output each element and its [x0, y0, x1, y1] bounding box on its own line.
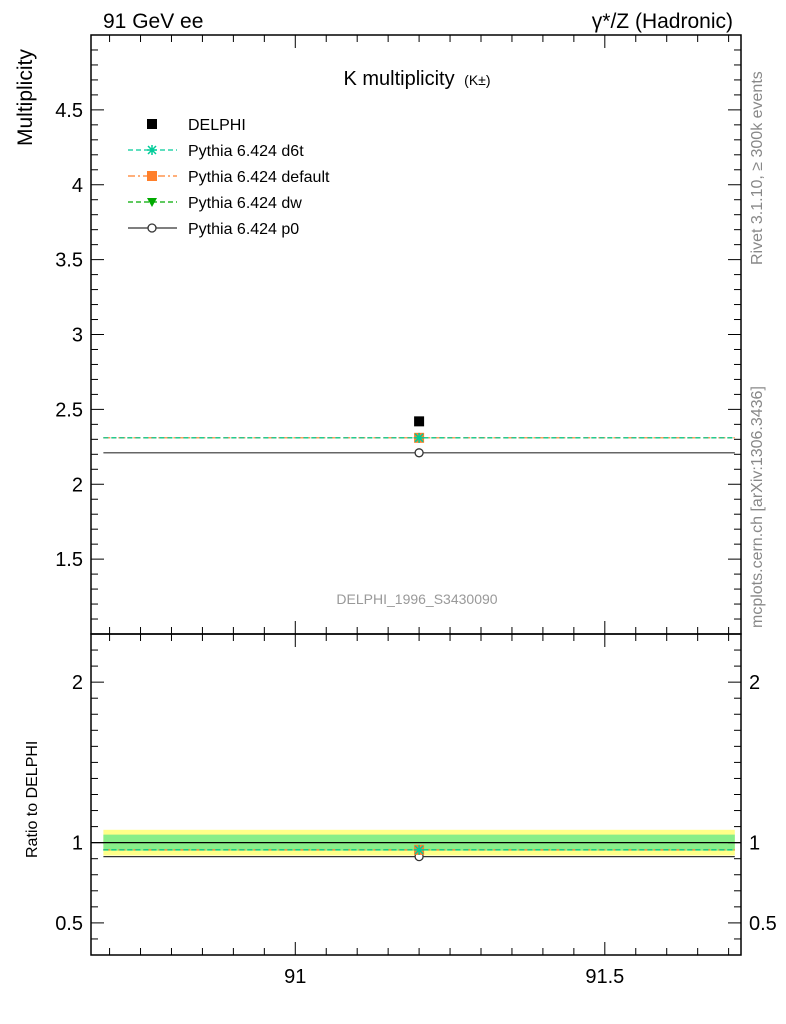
legend-marker	[147, 171, 157, 181]
ratio-y-tick-label: 0.5	[55, 913, 83, 935]
ratio-series-marker	[414, 844, 425, 855]
legend-label: Pythia 6.424 p0	[188, 221, 299, 238]
main-ticks: 1.5 2 2.5 3 3.5 4 4.5	[55, 35, 741, 635]
main-y-tick-label: 4.5	[55, 100, 83, 122]
x-tick-label: 91	[284, 966, 306, 988]
header-left-label: 91 GeV ee	[103, 10, 203, 33]
ratio-frame	[90, 633, 742, 956]
chart-title-text: K multiplicity	[343, 68, 454, 90]
ratio-series-group	[103, 844, 735, 862]
chart-title: K multiplicity (K±)	[343, 68, 490, 90]
series-marker	[414, 448, 424, 458]
ratio-ticks: 0.5 0.5 1 1 2 2 91 91.5	[55, 634, 777, 988]
main-y-tick-label: 2.5	[55, 399, 83, 421]
legend: DELPHI Pythia 6.424 d6t Pythia 6.424 defau…	[128, 117, 330, 238]
main-y-tick-label: 3.5	[55, 250, 83, 272]
ratio-y-tick-label-right: 2	[749, 672, 760, 694]
main-y-tick-label: 2	[72, 474, 83, 496]
chart-title-suffix: (K±)	[464, 72, 490, 88]
legend-marker	[147, 223, 157, 233]
x-tick-label: 91.5	[585, 966, 624, 988]
series-marker	[414, 416, 425, 427]
ratio-y-tick-label: 2	[72, 672, 83, 694]
main-y-axis-title: Multiplicity	[14, 49, 37, 146]
legend-label: DELPHI	[188, 117, 246, 134]
mcplots-label: mcplots.cern.ch [arXiv:1306.3436]	[749, 386, 766, 628]
ratio-y-tick-label-right: 0.5	[749, 913, 777, 935]
legend-marker	[147, 198, 157, 207]
main-y-tick-label: 4	[72, 175, 83, 197]
analysis-watermark: DELPHI_1996_S3430090	[336, 591, 497, 607]
legend-marker	[147, 145, 157, 155]
legend-label: Pythia 6.424 d6t	[188, 143, 304, 160]
rivet-version-label: Rivet 3.1.10, ≥ 300k events	[749, 71, 766, 265]
main-panel: 1.5 2 2.5 3 3.5 4 4.5 K multiplicity (K±) DELP…	[55, 34, 742, 635]
legend-marker	[147, 119, 157, 129]
header-right-label: γ*/Z (Hadronic)	[592, 10, 733, 33]
ratio-y-tick-label-right: 1	[749, 833, 760, 855]
ratio-y-tick-label: 1	[72, 833, 83, 855]
ratio-bands	[91, 829, 741, 856]
main-series-group	[103, 416, 735, 458]
main-y-tick-label: 1.5	[55, 549, 83, 571]
ratio-y-axis-title: Ratio to DELPHI	[24, 741, 41, 858]
legend-label: Pythia 6.424 default	[188, 169, 330, 186]
main-y-tick-label: 3	[72, 325, 83, 347]
series-marker	[414, 432, 425, 443]
ratio-panel: 0.5 0.5 1 1 2 2 91 91.5	[55, 633, 777, 988]
legend-label: Pythia 6.424 dw	[188, 195, 302, 212]
